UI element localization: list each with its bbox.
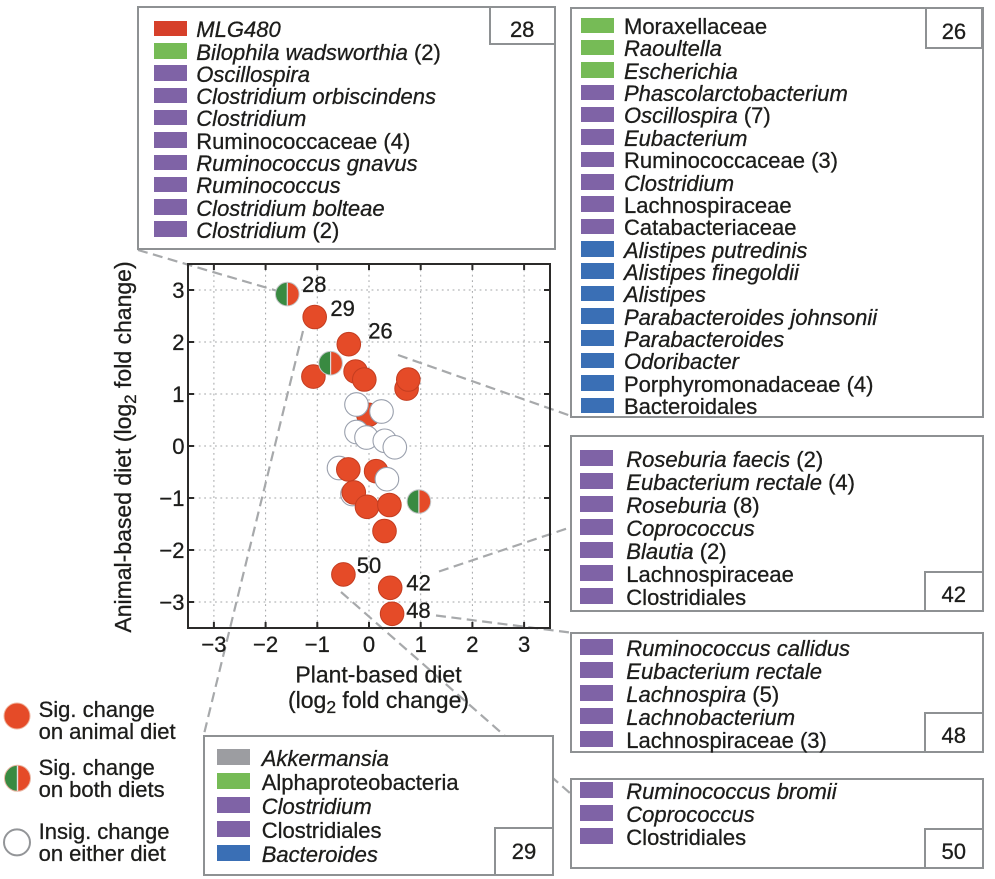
svg-text:2: 2 <box>172 330 184 355</box>
svg-text:0: 0 <box>363 632 375 657</box>
svg-text:−3: −3 <box>201 632 226 657</box>
svg-text:2: 2 <box>466 632 478 657</box>
svg-text:42: 42 <box>406 571 430 596</box>
svg-text:1: 1 <box>172 382 184 407</box>
svg-text:Animal-based diet (log2 fold c: Animal-based diet (log2 fold change) <box>110 261 140 632</box>
svg-text:Plant-based diet: Plant-based diet <box>295 662 462 688</box>
svg-text:−2: −2 <box>159 538 184 563</box>
svg-text:0: 0 <box>172 434 184 459</box>
svg-text:48: 48 <box>406 598 430 623</box>
svg-text:−2: −2 <box>253 632 278 657</box>
svg-text:26: 26 <box>368 319 392 344</box>
svg-text:28: 28 <box>302 272 326 297</box>
svg-text:−1: −1 <box>159 486 184 511</box>
svg-text:1: 1 <box>415 632 427 657</box>
svg-text:29: 29 <box>330 296 354 321</box>
svg-text:(log2 fold change): (log2 fold change) <box>288 687 469 717</box>
svg-text:−1: −1 <box>305 632 330 657</box>
svg-text:−3: −3 <box>159 590 184 615</box>
svg-text:3: 3 <box>518 632 530 657</box>
svg-text:3: 3 <box>172 278 184 303</box>
svg-text:50: 50 <box>357 553 381 578</box>
